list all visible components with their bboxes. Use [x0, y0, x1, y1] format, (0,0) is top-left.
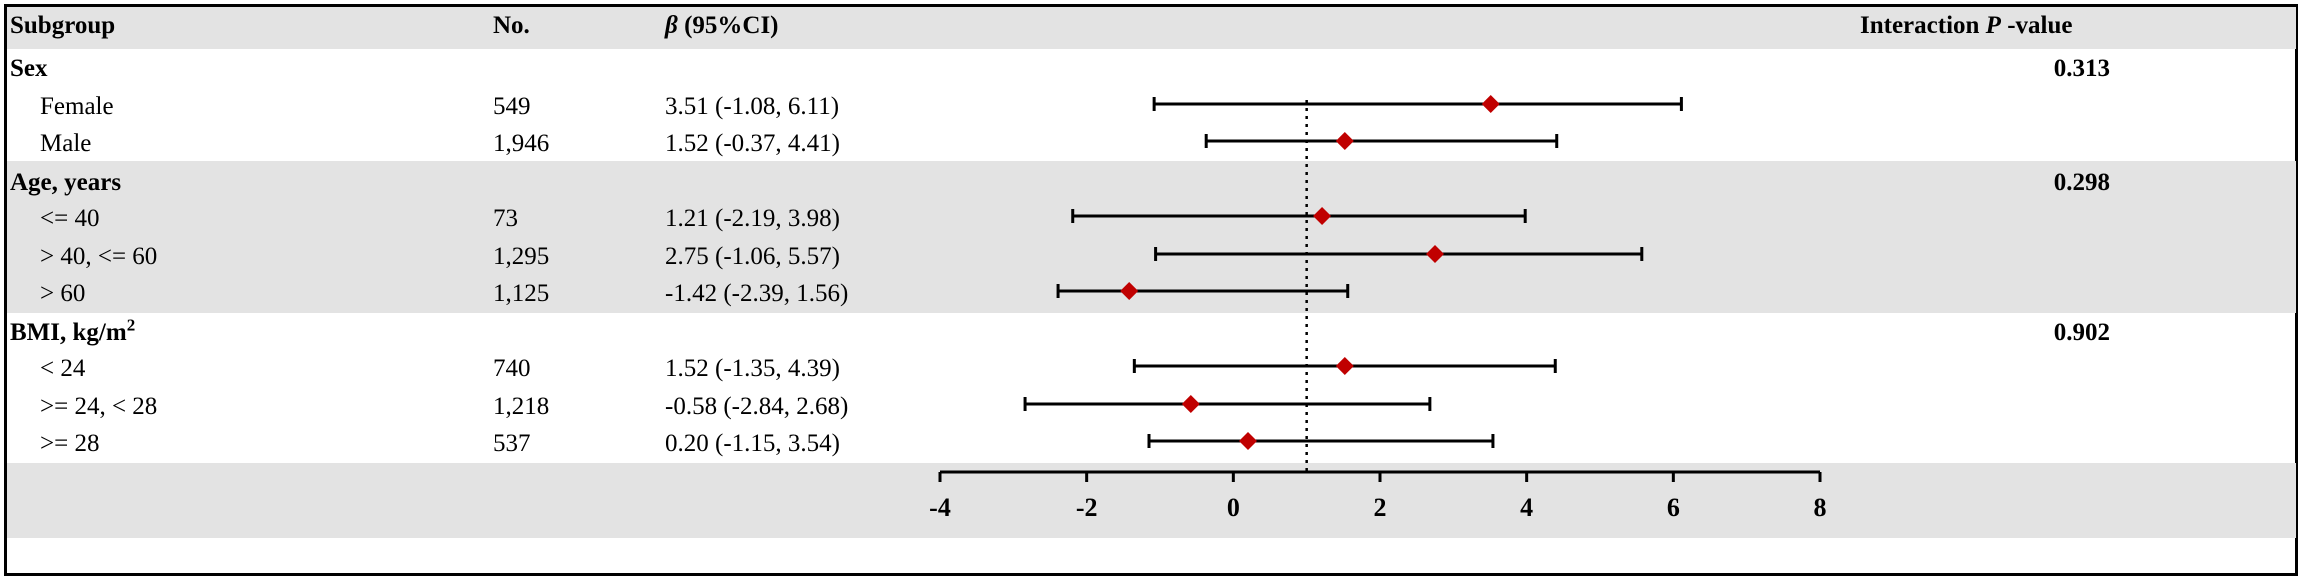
bmi-superscript: 2 — [126, 315, 136, 335]
row-label: >= 24, < 28 — [40, 393, 158, 420]
axis-band — [7, 463, 2296, 538]
interaction-suffix: -value — [2000, 12, 2073, 39]
row-ci: 1.52 (-0.37, 4.41) — [665, 130, 840, 157]
beta-symbol: β — [665, 12, 678, 39]
estimate-marker — [1426, 245, 1444, 263]
row-ci: -0.58 (-2.84, 2.68) — [665, 393, 849, 420]
x-tick-label: -4 — [929, 493, 951, 522]
header-beta: β (95%CI) — [665, 11, 779, 41]
group-p-sex: 0.313 — [2053, 55, 2110, 82]
estimate-marker — [1335, 132, 1354, 150]
estimate-marker — [1120, 282, 1139, 300]
row-ci: 1.52 (-1.35, 4.39) — [665, 355, 840, 382]
header-band — [7, 7, 2296, 49]
row-label: <= 40 — [40, 205, 100, 232]
row-n: 1,218 — [493, 393, 550, 420]
interaction-label: Interaction — [1860, 12, 1986, 39]
row-n: 1,125 — [493, 280, 550, 307]
header-subgroup: Subgroup — [10, 12, 116, 39]
group-label-bmi: BMI, kg/m2 — [10, 315, 136, 348]
header-no: No. — [493, 12, 530, 39]
row-label: Male — [40, 130, 92, 157]
row-label: > 60 — [40, 280, 86, 307]
row-ci: 0.20 (-1.15, 3.54) — [665, 430, 840, 457]
beta-ci-label: (95%CI) — [677, 12, 779, 39]
bmi-label: BMI, kg/m — [10, 319, 127, 346]
row-label: >= 28 — [40, 430, 100, 457]
estimate-marker — [1239, 432, 1257, 450]
x-tick-label: 0 — [1227, 493, 1240, 522]
x-tick-label: 4 — [1520, 493, 1533, 522]
row-n: 740 — [493, 355, 531, 382]
x-tick-label: 2 — [1374, 493, 1387, 522]
estimate-marker — [1481, 95, 1500, 113]
row-n: 537 — [493, 430, 531, 457]
row-ci: 1.21 (-2.19, 3.98) — [665, 205, 840, 232]
estimate-marker — [1313, 207, 1332, 225]
row-label: Female — [40, 93, 114, 120]
row-label: < 24 — [40, 355, 86, 382]
row-n: 73 — [493, 205, 518, 232]
row-n: 1,295 — [493, 243, 550, 270]
row-n: 1,946 — [493, 130, 550, 157]
group-p-age: 0.298 — [2053, 169, 2110, 196]
estimate-marker — [1335, 357, 1354, 375]
figure-frame — [4, 4, 2298, 576]
row-ci: 2.75 (-1.06, 5.57) — [665, 243, 840, 270]
group-p-bmi: 0.902 — [2053, 319, 2110, 346]
x-tick-label: 6 — [1667, 493, 1680, 522]
row-ci: 3.51 (-1.08, 6.11) — [665, 93, 840, 120]
row-ci: -1.42 (-2.39, 1.56) — [665, 280, 849, 307]
interaction-p-letter: P — [1985, 12, 2001, 39]
row-n: 549 — [493, 93, 531, 120]
row-label: > 40, <= 60 — [40, 243, 158, 270]
x-tick-label: -2 — [1076, 493, 1098, 522]
group-label-sex: Sex — [10, 55, 48, 82]
group-label-age: Age, years — [10, 169, 122, 196]
estimate-marker — [1181, 395, 1200, 413]
age-group-band — [7, 161, 2296, 313]
header-interaction-p: Interaction P -value — [1860, 11, 2072, 41]
x-tick-label: 8 — [1814, 493, 1827, 522]
